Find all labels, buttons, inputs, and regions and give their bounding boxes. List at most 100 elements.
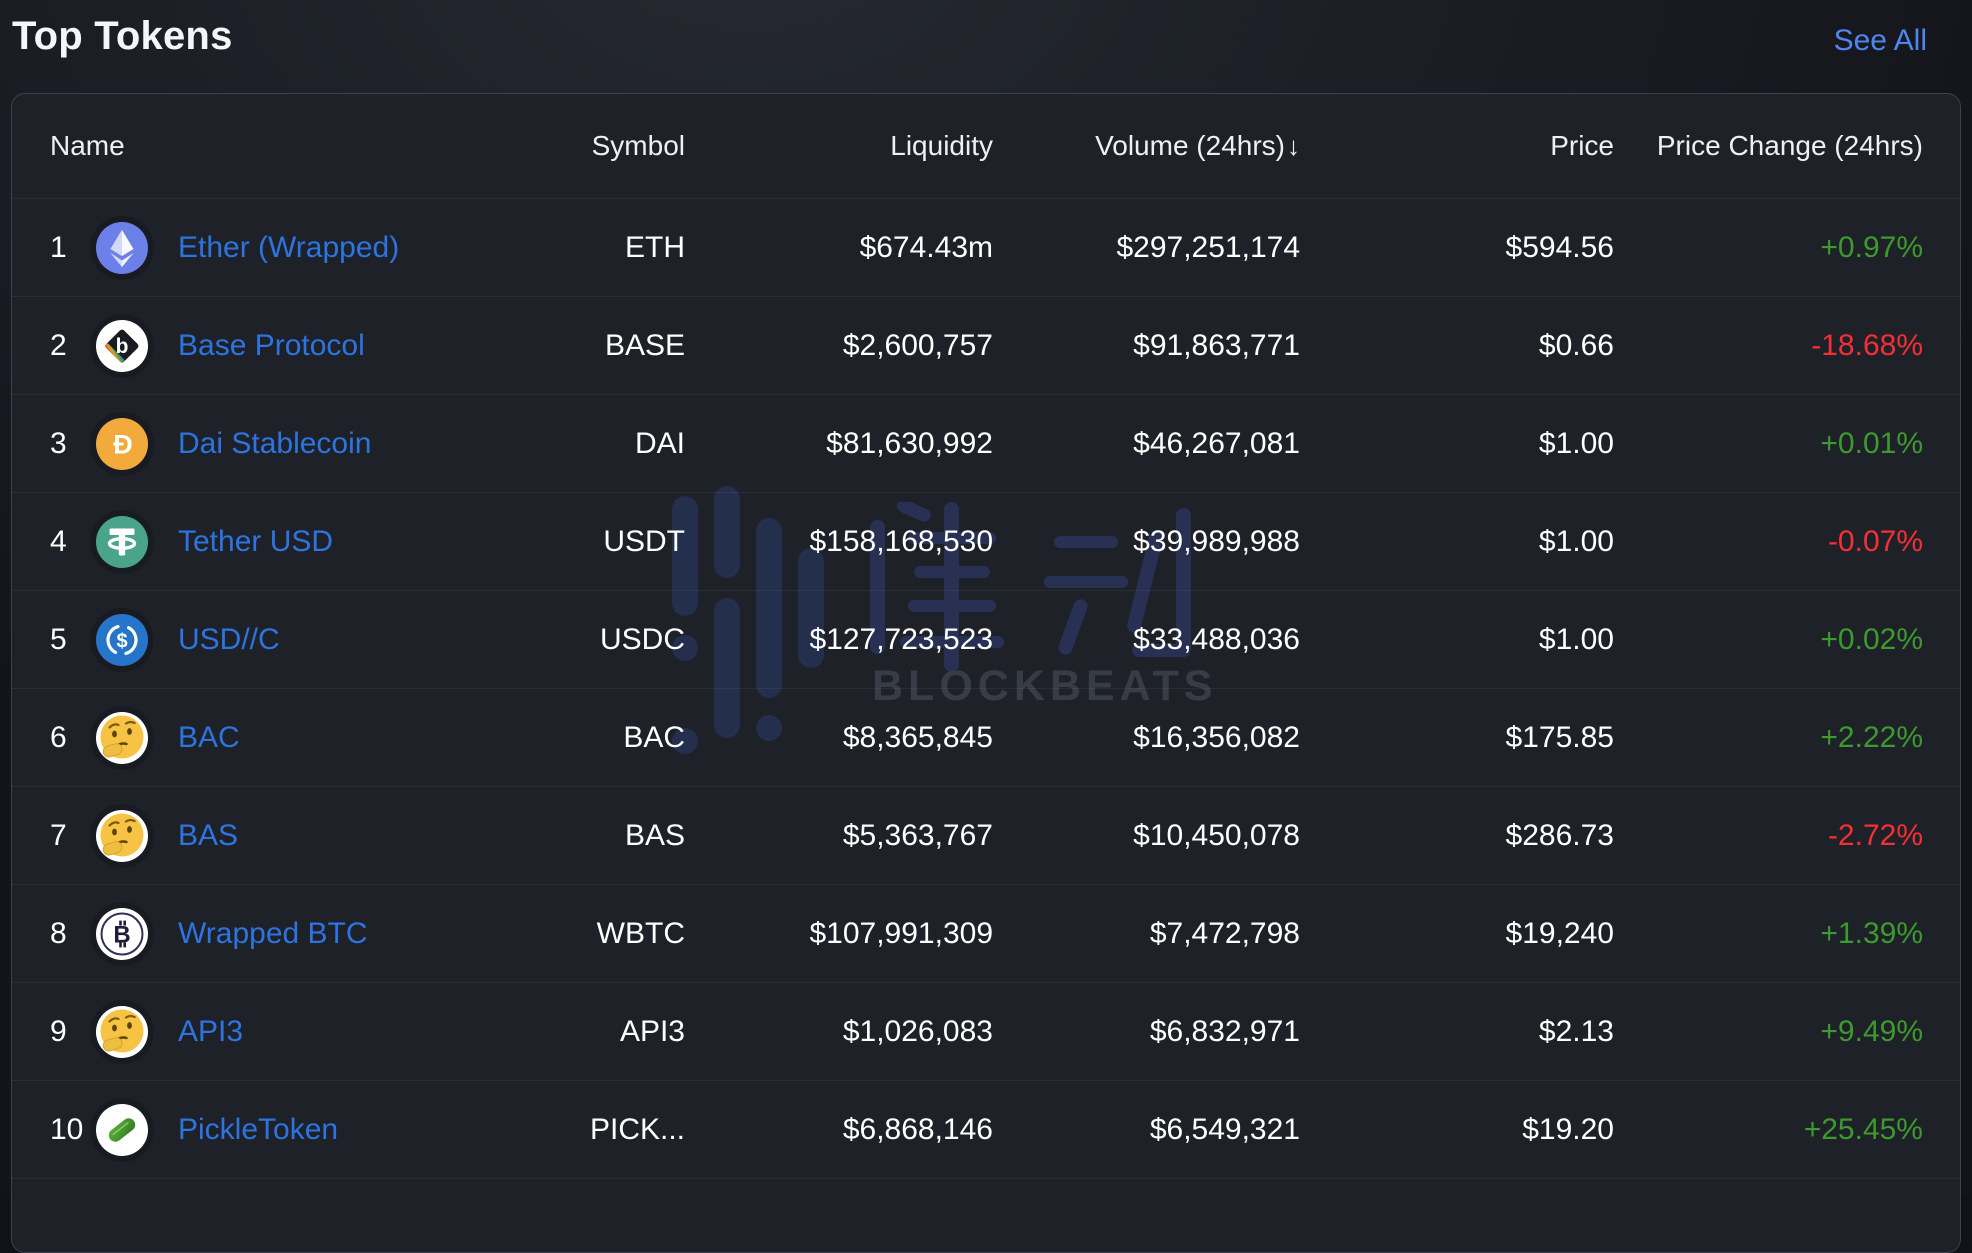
token-name-link[interactable]: Ether (Wrapped)	[178, 230, 400, 264]
table-row[interactable]: 5 $ USD//C USDC $127,723,523 $33,488,036…	[12, 590, 1960, 688]
token-name-link[interactable]: BAS	[178, 818, 239, 852]
cell-symbol: ETH	[625, 230, 685, 264]
table-header-row: Name Symbol Liquidity Volume (24hrs)↓ Pr…	[12, 94, 1960, 198]
token-name-link[interactable]: BAC	[178, 720, 240, 754]
rank-number: 5	[50, 622, 67, 656]
cell-volume: $39,989,988	[1133, 524, 1300, 558]
token-icon-thinking	[96, 711, 148, 764]
token-icon-usdt	[96, 515, 148, 568]
column-header-name[interactable]: Name	[50, 130, 125, 161]
cell-symbol: BAS	[624, 818, 685, 852]
token-icon-dai: Đ	[96, 417, 148, 470]
page-title: Top Tokens	[12, 14, 233, 58]
table-row[interactable]: 4 Tether USD USDT $158,168,530 $39,989,9…	[12, 492, 1960, 590]
rank-number: 2	[50, 328, 67, 362]
cell-price: $19,240	[1505, 916, 1614, 950]
table-row[interactable]: 9 API3 API3 $1,026,083 $6,832,971 $2.13 …	[12, 982, 1960, 1080]
token-name-link[interactable]: Wrapped BTC	[178, 916, 368, 950]
cell-price-change: -0.07%	[1827, 524, 1923, 558]
cell-price: $1.00	[1538, 426, 1614, 460]
cell-liquidity: $5,363,767	[842, 818, 993, 852]
rank-number: 10	[50, 1112, 84, 1146]
cell-liquidity: $8,365,845	[842, 720, 993, 754]
token-icon-usdc: $	[96, 613, 148, 666]
rank-number: 7	[50, 818, 67, 852]
column-header-price[interactable]: Price	[1550, 130, 1614, 161]
sort-descending-icon: ↓	[1287, 131, 1300, 161]
rank-number: 6	[50, 720, 67, 754]
cell-price: $175.85	[1505, 720, 1614, 754]
token-icon-thinking	[96, 809, 148, 862]
table-row[interactable]: 1 Ether (Wrapped) ETH $674.43m $297,251,…	[12, 198, 1960, 296]
cell-volume: $46,267,081	[1133, 426, 1300, 460]
cell-liquidity: $81,630,992	[826, 426, 993, 460]
rank-number: 9	[50, 1014, 67, 1048]
cell-price-change: +9.49%	[1820, 1014, 1923, 1048]
cell-liquidity: $158,168,530	[809, 524, 993, 558]
cell-price: $0.66	[1538, 328, 1614, 362]
cell-price-change: +0.01%	[1820, 426, 1923, 460]
cell-symbol: USDT	[603, 524, 685, 558]
cell-liquidity: $674.43m	[859, 230, 993, 264]
cell-price-change: -18.68%	[1811, 328, 1923, 362]
token-rows: 1 Ether (Wrapped) ETH $674.43m $297,251,…	[12, 198, 1960, 1178]
cell-liquidity: $6,868,146	[842, 1112, 993, 1146]
cell-symbol: DAI	[634, 426, 685, 460]
cell-volume: $6,832,971	[1149, 1014, 1300, 1048]
cell-volume: $10,450,078	[1133, 818, 1300, 852]
token-name-link[interactable]: Dai Stablecoin	[178, 426, 372, 460]
cell-price-change: +1.39%	[1820, 916, 1923, 950]
cell-symbol: BAC	[623, 720, 685, 754]
svg-text:b: b	[116, 335, 129, 358]
rank-number: 4	[50, 524, 67, 558]
cell-price: $286.73	[1505, 818, 1614, 852]
row-partial	[12, 1178, 1960, 1238]
column-header-symbol[interactable]: Symbol	[591, 130, 685, 161]
token-name-link[interactable]: PickleToken	[178, 1112, 339, 1146]
table-row[interactable]: 2 b Base Protocol BASE $2,600,757 $91,86…	[12, 296, 1960, 394]
token-icon-pickle	[96, 1103, 148, 1156]
rank-number: 8	[50, 916, 67, 950]
column-header-liquidity[interactable]: Liquidity	[890, 130, 993, 161]
token-icon-base: b	[96, 319, 148, 372]
cell-volume: $7,472,798	[1149, 916, 1300, 950]
see-all-link[interactable]: See All	[1833, 24, 1927, 57]
column-header-price-change[interactable]: Price Change (24hrs)	[1656, 130, 1923, 161]
cell-volume: $33,488,036	[1133, 622, 1300, 656]
cell-symbol: WBTC	[596, 916, 685, 950]
cell-price-change: +0.97%	[1820, 230, 1923, 264]
token-name-link[interactable]: API3	[178, 1014, 244, 1048]
table-row[interactable]: 3 Đ Dai Stablecoin DAI $81,630,992 $46,2…	[12, 394, 1960, 492]
cell-volume: $16,356,082	[1133, 720, 1300, 754]
svg-text:$: $	[116, 630, 127, 652]
cell-liquidity: $127,723,523	[809, 622, 993, 656]
cell-price: $1.00	[1538, 524, 1614, 558]
token-name-link[interactable]: USD//C	[178, 622, 280, 656]
table-row[interactable]: 6 BAC BAC $8,365,845 $16,356,082 $175.85…	[12, 688, 1960, 786]
table-row[interactable]: 7 BAS BAS $5,363,767 $10,450,078 $286.73…	[12, 786, 1960, 884]
top-tokens-card: BLOCKBEATS Name Symbol Liquidity Volume …	[11, 93, 1961, 1253]
cell-volume: $297,251,174	[1116, 230, 1300, 264]
token-icon-wbtc: B	[96, 907, 148, 960]
table-row[interactable]: 8 B Wrapped BTC WBTC $107,991,309 $7,472…	[12, 884, 1960, 982]
cell-symbol: PICK...	[589, 1112, 685, 1146]
token-name-link[interactable]: Base Protocol	[178, 328, 365, 362]
cell-volume: $6,549,321	[1149, 1112, 1300, 1146]
cell-liquidity: $1,026,083	[842, 1014, 993, 1048]
cell-volume: $91,863,771	[1133, 328, 1300, 362]
cell-price: $594.56	[1505, 230, 1614, 264]
svg-text:Đ: Đ	[113, 429, 133, 459]
token-name-link[interactable]: Tether USD	[178, 524, 334, 558]
cell-price-change: +2.22%	[1820, 720, 1923, 754]
cell-price: $1.00	[1538, 622, 1614, 656]
table-row[interactable]: 10 PickleToken PICK... $6,868,146 $6,549…	[12, 1080, 1960, 1178]
cell-symbol: BASE	[604, 328, 685, 362]
column-header-volume[interactable]: Volume (24hrs)↓	[1095, 130, 1300, 161]
cell-price: $2.13	[1538, 1014, 1614, 1048]
cell-price-change: -2.72%	[1827, 818, 1923, 852]
rank-number: 1	[50, 230, 67, 264]
cell-liquidity: $107,991,309	[809, 916, 993, 950]
cell-liquidity: $2,600,757	[842, 328, 993, 362]
cell-price-change: +0.02%	[1820, 622, 1923, 656]
page-header: Top Tokens See All	[0, 0, 1972, 93]
